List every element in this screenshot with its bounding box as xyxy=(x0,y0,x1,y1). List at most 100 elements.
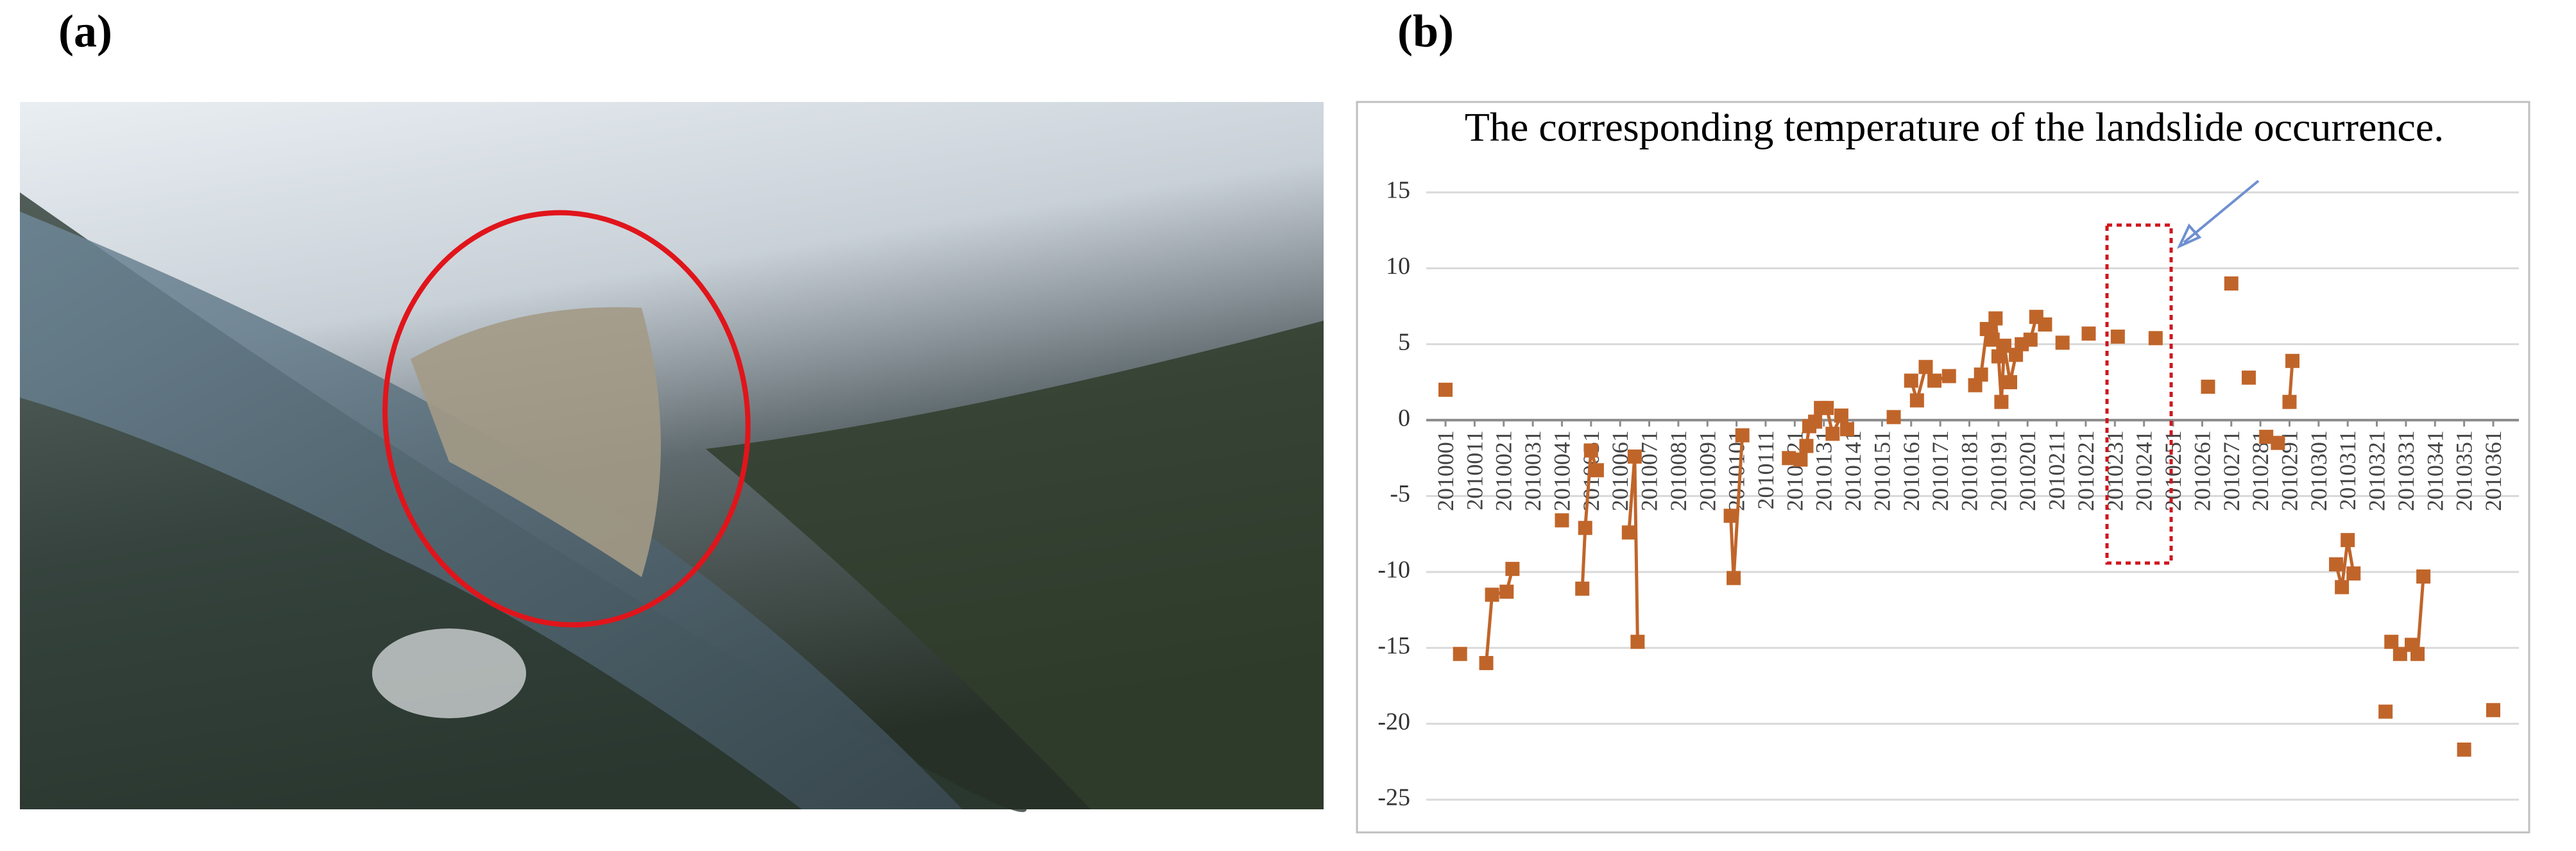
x-tick-label: 2010161 xyxy=(1898,430,1924,511)
x-tick-label: 2010261 xyxy=(2189,430,2215,511)
x-tick-label: 2010171 xyxy=(1927,430,1953,511)
data-point xyxy=(2410,646,2425,661)
data-point xyxy=(1793,452,1808,467)
data-point xyxy=(1727,571,1741,586)
data-point xyxy=(2148,331,2163,346)
x-tick-label: 2010361 xyxy=(2480,430,2506,511)
plot-area: -25 -20 -15 -10 -5 0 5 10 15 2010001 2010011 201002… xyxy=(1378,177,2519,811)
data-point xyxy=(1820,401,1834,416)
y-tick-label: 0 xyxy=(1398,405,1410,432)
x-tick-label: 2010031 xyxy=(1520,430,1546,511)
panel-label: (b) xyxy=(1397,6,1454,57)
x-tick-label: 2010071 xyxy=(1637,430,1662,511)
data-point xyxy=(2259,430,2274,444)
data-point xyxy=(2055,335,2070,350)
data-point xyxy=(1825,426,1840,441)
x-tick-label: 2010001 xyxy=(1433,430,1458,511)
data-point xyxy=(1627,449,1642,464)
data-point xyxy=(1968,378,1983,392)
x-tick-label: 2010311 xyxy=(2335,430,2360,510)
data-line xyxy=(1485,568,1514,664)
data-point xyxy=(1782,451,1796,466)
y-tick-label: 15 xyxy=(1386,177,1410,204)
data-point xyxy=(1499,584,1514,599)
y-tick-label: -5 xyxy=(1390,480,1410,507)
x-tick-label: 2010191 xyxy=(1986,430,2011,511)
data-point xyxy=(2393,646,2407,661)
x-tick-label: 2010181 xyxy=(1957,430,1983,511)
data-point xyxy=(2282,394,2297,409)
data-point xyxy=(1621,525,1636,540)
data-point xyxy=(2457,742,2471,757)
data-point xyxy=(1994,394,2009,409)
data-point xyxy=(2416,569,2431,584)
x-tick-label: 2010301 xyxy=(2306,430,2332,511)
data-point xyxy=(2224,276,2239,291)
panel-label: (a) xyxy=(58,6,112,57)
data-point xyxy=(1578,521,1592,535)
highlight-box xyxy=(2105,223,2173,565)
data-point xyxy=(2341,533,2355,548)
data-point xyxy=(1886,410,1901,425)
satellite-image xyxy=(20,102,1324,813)
x-tick-label: 2010341 xyxy=(2422,430,2448,511)
data-point xyxy=(1991,349,2006,364)
x-tick-label: 2010111 xyxy=(1753,430,1778,509)
data-point xyxy=(1909,393,1924,408)
y-tick-label: -20 xyxy=(1378,708,1410,735)
data-point xyxy=(1438,382,1453,397)
x-tick-label: 2010211 xyxy=(2044,430,2070,510)
y-tick-label: -15 xyxy=(1378,632,1410,659)
data-point xyxy=(1505,562,1520,577)
data-point xyxy=(1453,646,1467,661)
x-tick-label: 2010041 xyxy=(1549,430,1574,511)
x-tick-label: 2010011 xyxy=(1462,430,1487,510)
data-point xyxy=(1485,587,1499,602)
data-point xyxy=(1630,634,1645,649)
data-point xyxy=(1979,322,1994,337)
data-point xyxy=(1904,373,1918,388)
data-point xyxy=(2486,703,2500,718)
data-point xyxy=(1918,360,1933,375)
chart-title: The corresponding temperature of the lan… xyxy=(1465,105,2444,150)
data-point xyxy=(1808,414,1823,429)
x-tick-label: 2010141 xyxy=(1840,430,1866,511)
x-tick-label: 2010021 xyxy=(1491,430,1517,511)
data-point xyxy=(2346,566,2361,581)
data-point xyxy=(1735,428,1750,442)
x-tick-label: 2010241 xyxy=(2131,430,2157,511)
data-point xyxy=(1974,367,1988,382)
data-point xyxy=(2023,332,2038,347)
x-tick-label: 2010201 xyxy=(2015,430,2040,511)
data-point xyxy=(1985,332,2000,347)
data-line xyxy=(1580,450,1599,589)
y-tick-label: -25 xyxy=(1378,784,1410,811)
y-tick-label: -10 xyxy=(1378,557,1410,584)
data-point xyxy=(1555,513,1569,528)
data-point xyxy=(2384,634,2399,649)
x-tick-label: 2010271 xyxy=(2219,430,2244,511)
x-tick-label: 2010091 xyxy=(1694,430,1720,511)
data-point xyxy=(2201,380,2215,394)
data-point xyxy=(1997,339,2011,353)
data-point xyxy=(2009,348,2024,362)
data-point xyxy=(2038,317,2052,332)
data-point xyxy=(1799,439,1814,453)
x-tick-label: 2010321 xyxy=(2364,430,2390,511)
x-tick-label: 2010221 xyxy=(2073,430,2099,511)
data-line xyxy=(2334,539,2355,588)
data-point xyxy=(2271,435,2285,450)
data-point xyxy=(1479,655,1494,670)
x-tick-label: 2010251 xyxy=(2160,430,2186,511)
data-point xyxy=(1589,463,1604,478)
data-point xyxy=(1988,311,2003,326)
data-point xyxy=(2378,704,2393,719)
x-tick-label: 2010081 xyxy=(1666,430,1691,511)
arrow-head xyxy=(2176,223,2202,249)
data-point xyxy=(1927,373,1942,388)
data-point xyxy=(1583,443,1598,458)
data-point xyxy=(2329,557,2344,572)
y-tick-label: 5 xyxy=(1398,328,1410,355)
y-tick-label: 10 xyxy=(1386,253,1410,280)
